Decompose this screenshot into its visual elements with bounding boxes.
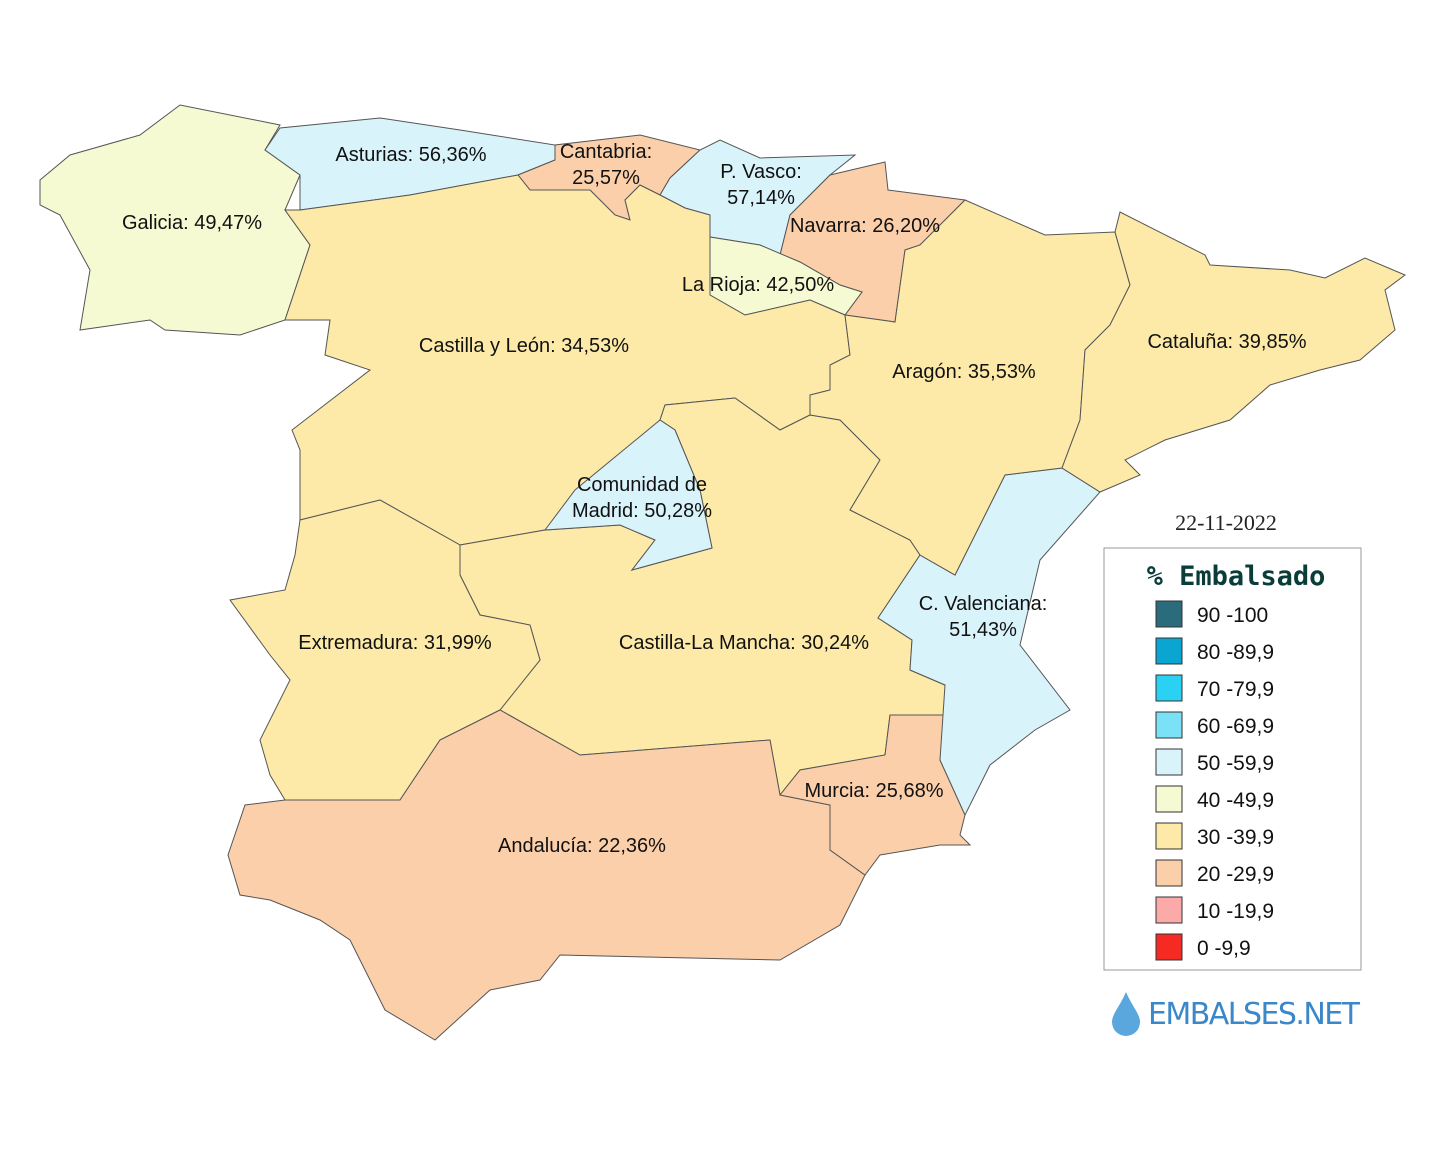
region-label: Murcia: 25,68% — [805, 780, 944, 802]
legend-swatch — [1155, 822, 1183, 850]
region-label: C. Valenciana: — [919, 593, 1048, 615]
date: 22-11-2022 — [1175, 510, 1277, 535]
legend-swatch — [1155, 600, 1183, 628]
region-label: Cantabria: — [560, 141, 652, 163]
legend-swatch — [1155, 896, 1183, 924]
legend-label: 0 -9,9 — [1197, 937, 1251, 960]
region-label: Navarra: 26,20% — [790, 215, 940, 237]
logo: EMBALSES.NET — [1148, 997, 1361, 1032]
legend-label: 20 -29,9 — [1197, 863, 1274, 886]
legend-swatch — [1155, 785, 1183, 813]
legend-swatch — [1155, 711, 1183, 739]
legend-title: % Embalsado — [1147, 561, 1326, 592]
aragon — [809, 199, 1131, 576]
legend-box — [1103, 547, 1362, 971]
region-label: Aragón: 35,53% — [892, 361, 1036, 383]
region-label: 51,43% — [949, 619, 1017, 641]
region-label: P. Vasco: — [720, 161, 802, 183]
legend-label: 30 -39,9 — [1197, 826, 1274, 849]
legend-swatch — [1155, 933, 1183, 961]
legend-items: 90 -100 80 -89,9 70 -79,9 60 -69,9 50 -59,9 4… — [1155, 600, 1274, 961]
region-label: Extremadura: 31,99% — [298, 632, 492, 654]
murcia — [779, 714, 972, 876]
andalucia — [227, 709, 866, 1041]
region-label: Comunidad de — [577, 474, 707, 496]
region-label: Asturias: 56,36% — [335, 144, 486, 166]
region-label: Cataluña: 39,85% — [1147, 331, 1306, 353]
legend-swatch — [1155, 674, 1183, 702]
region-label: Galicia: 49,47% — [122, 212, 262, 234]
legend-label: 90 -100 — [1197, 604, 1268, 627]
legend-swatch — [1155, 859, 1183, 887]
cataluna — [1061, 211, 1406, 493]
region-label: Castilla y León: 34,53% — [419, 335, 629, 357]
legend-label: 60 -69,9 — [1197, 715, 1274, 738]
region-label: Andalucía: 22,36% — [498, 835, 666, 857]
region-label: Castilla-La Mancha: 30,24% — [619, 632, 869, 654]
legend-label: 10 -19,9 — [1197, 900, 1274, 923]
legend-swatch — [1155, 748, 1183, 776]
regions — [39, 104, 1406, 1041]
region-label: La Rioja: 42,50% — [682, 274, 835, 296]
region-label: Madrid: 50,28% — [572, 500, 712, 522]
logo-drop — [1112, 992, 1140, 1036]
legend-swatch — [1155, 637, 1183, 665]
legend-label: 40 -49,9 — [1197, 789, 1274, 812]
legend-label: 70 -79,9 — [1197, 678, 1274, 701]
legend-label: 50 -59,9 — [1197, 752, 1274, 775]
madrid — [543, 419, 713, 571]
region-labels: Galicia: 49,47% Asturias: 56,36% Cantabria… — [122, 141, 1307, 857]
region-label: 57,14% — [727, 187, 795, 209]
region-label: 25,57% — [572, 167, 640, 189]
legend-label: 80 -89,9 — [1197, 641, 1274, 664]
